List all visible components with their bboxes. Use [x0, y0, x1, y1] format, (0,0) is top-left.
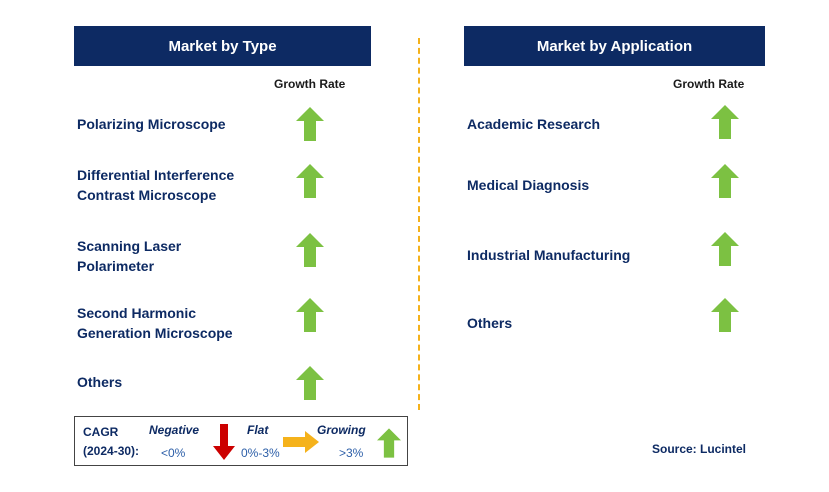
type-item-label: Others — [77, 374, 123, 390]
green-up-arrow-icon — [711, 164, 739, 198]
legend-negative-value: <0% — [161, 446, 186, 460]
green-up-arrow-icon — [296, 107, 324, 141]
green-up-arrow-icon — [711, 232, 739, 266]
type-item-label: Generation Microscope — [77, 325, 233, 341]
legend-cagr-label: CAGR — [83, 425, 119, 439]
type-item-label: Contrast Microscope — [77, 187, 217, 203]
type-item-label: Polarimeter — [77, 258, 155, 274]
legend-growing-value: >3% — [339, 446, 364, 460]
green-up-arrow-icon — [711, 298, 739, 332]
green-up-arrow-icon — [711, 105, 739, 139]
market-by-application-title: Market by Application — [536, 37, 693, 55]
type-item-label: Second Harmonic — [77, 305, 197, 321]
green-up-arrow-icon — [296, 366, 324, 400]
market-by-type-header: Market by Type — [74, 26, 371, 66]
type-growth-rate-label: Growth Rate — [274, 77, 346, 91]
application-item-others: Others — [467, 315, 513, 331]
application-item-medical-diagnosis: Medical Diagnosis — [467, 177, 590, 193]
green-up-arrow-icon — [296, 233, 324, 267]
green-up-arrow-icon — [296, 298, 324, 332]
legend-growing-label: Growing — [317, 423, 366, 437]
market-by-type-title: Market by Type — [168, 37, 277, 55]
panel-divider — [418, 38, 420, 410]
type-item-polarizing-microscope: Polarizing Microscope — [77, 114, 226, 134]
source-label: Source: Lucintel — [652, 442, 747, 456]
application-item-academic-research: Academic Research — [467, 116, 601, 132]
legend-negative-label: Negative — [149, 423, 200, 437]
application-item-industrial-manufacturing: Industrial Manufacturing — [467, 247, 631, 263]
red-down-arrow-icon — [213, 424, 235, 460]
type-item-others: Others — [77, 372, 122, 392]
orange-right-arrow-icon — [283, 431, 319, 453]
green-up-arrow-icon — [377, 428, 401, 458]
cagr-legend: CAGR (2024-30): Negative <0% Flat 0%-3% … — [74, 416, 408, 466]
legend-flat-label: Flat — [247, 423, 269, 437]
type-item-label: Scanning Laser — [77, 238, 182, 254]
type-item-dic-microscope: Differential Interference Contrast Micro… — [77, 165, 234, 205]
application-growth-rate-label: Growth Rate — [673, 77, 745, 91]
type-item-scanning-laser-polarimeter: Scanning Laser Polarimeter — [77, 236, 181, 276]
type-item-label: Polarizing Microscope — [77, 116, 226, 132]
green-up-arrow-icon — [296, 164, 324, 198]
legend-period-label: (2024-30): — [83, 444, 140, 458]
type-item-label: Differential Interference — [77, 167, 235, 183]
market-by-application-header: Market by Application — [464, 26, 765, 66]
legend-flat-value: 0%-3% — [241, 446, 280, 460]
type-item-shg-microscope: Second Harmonic Generation Microscope — [77, 303, 233, 343]
